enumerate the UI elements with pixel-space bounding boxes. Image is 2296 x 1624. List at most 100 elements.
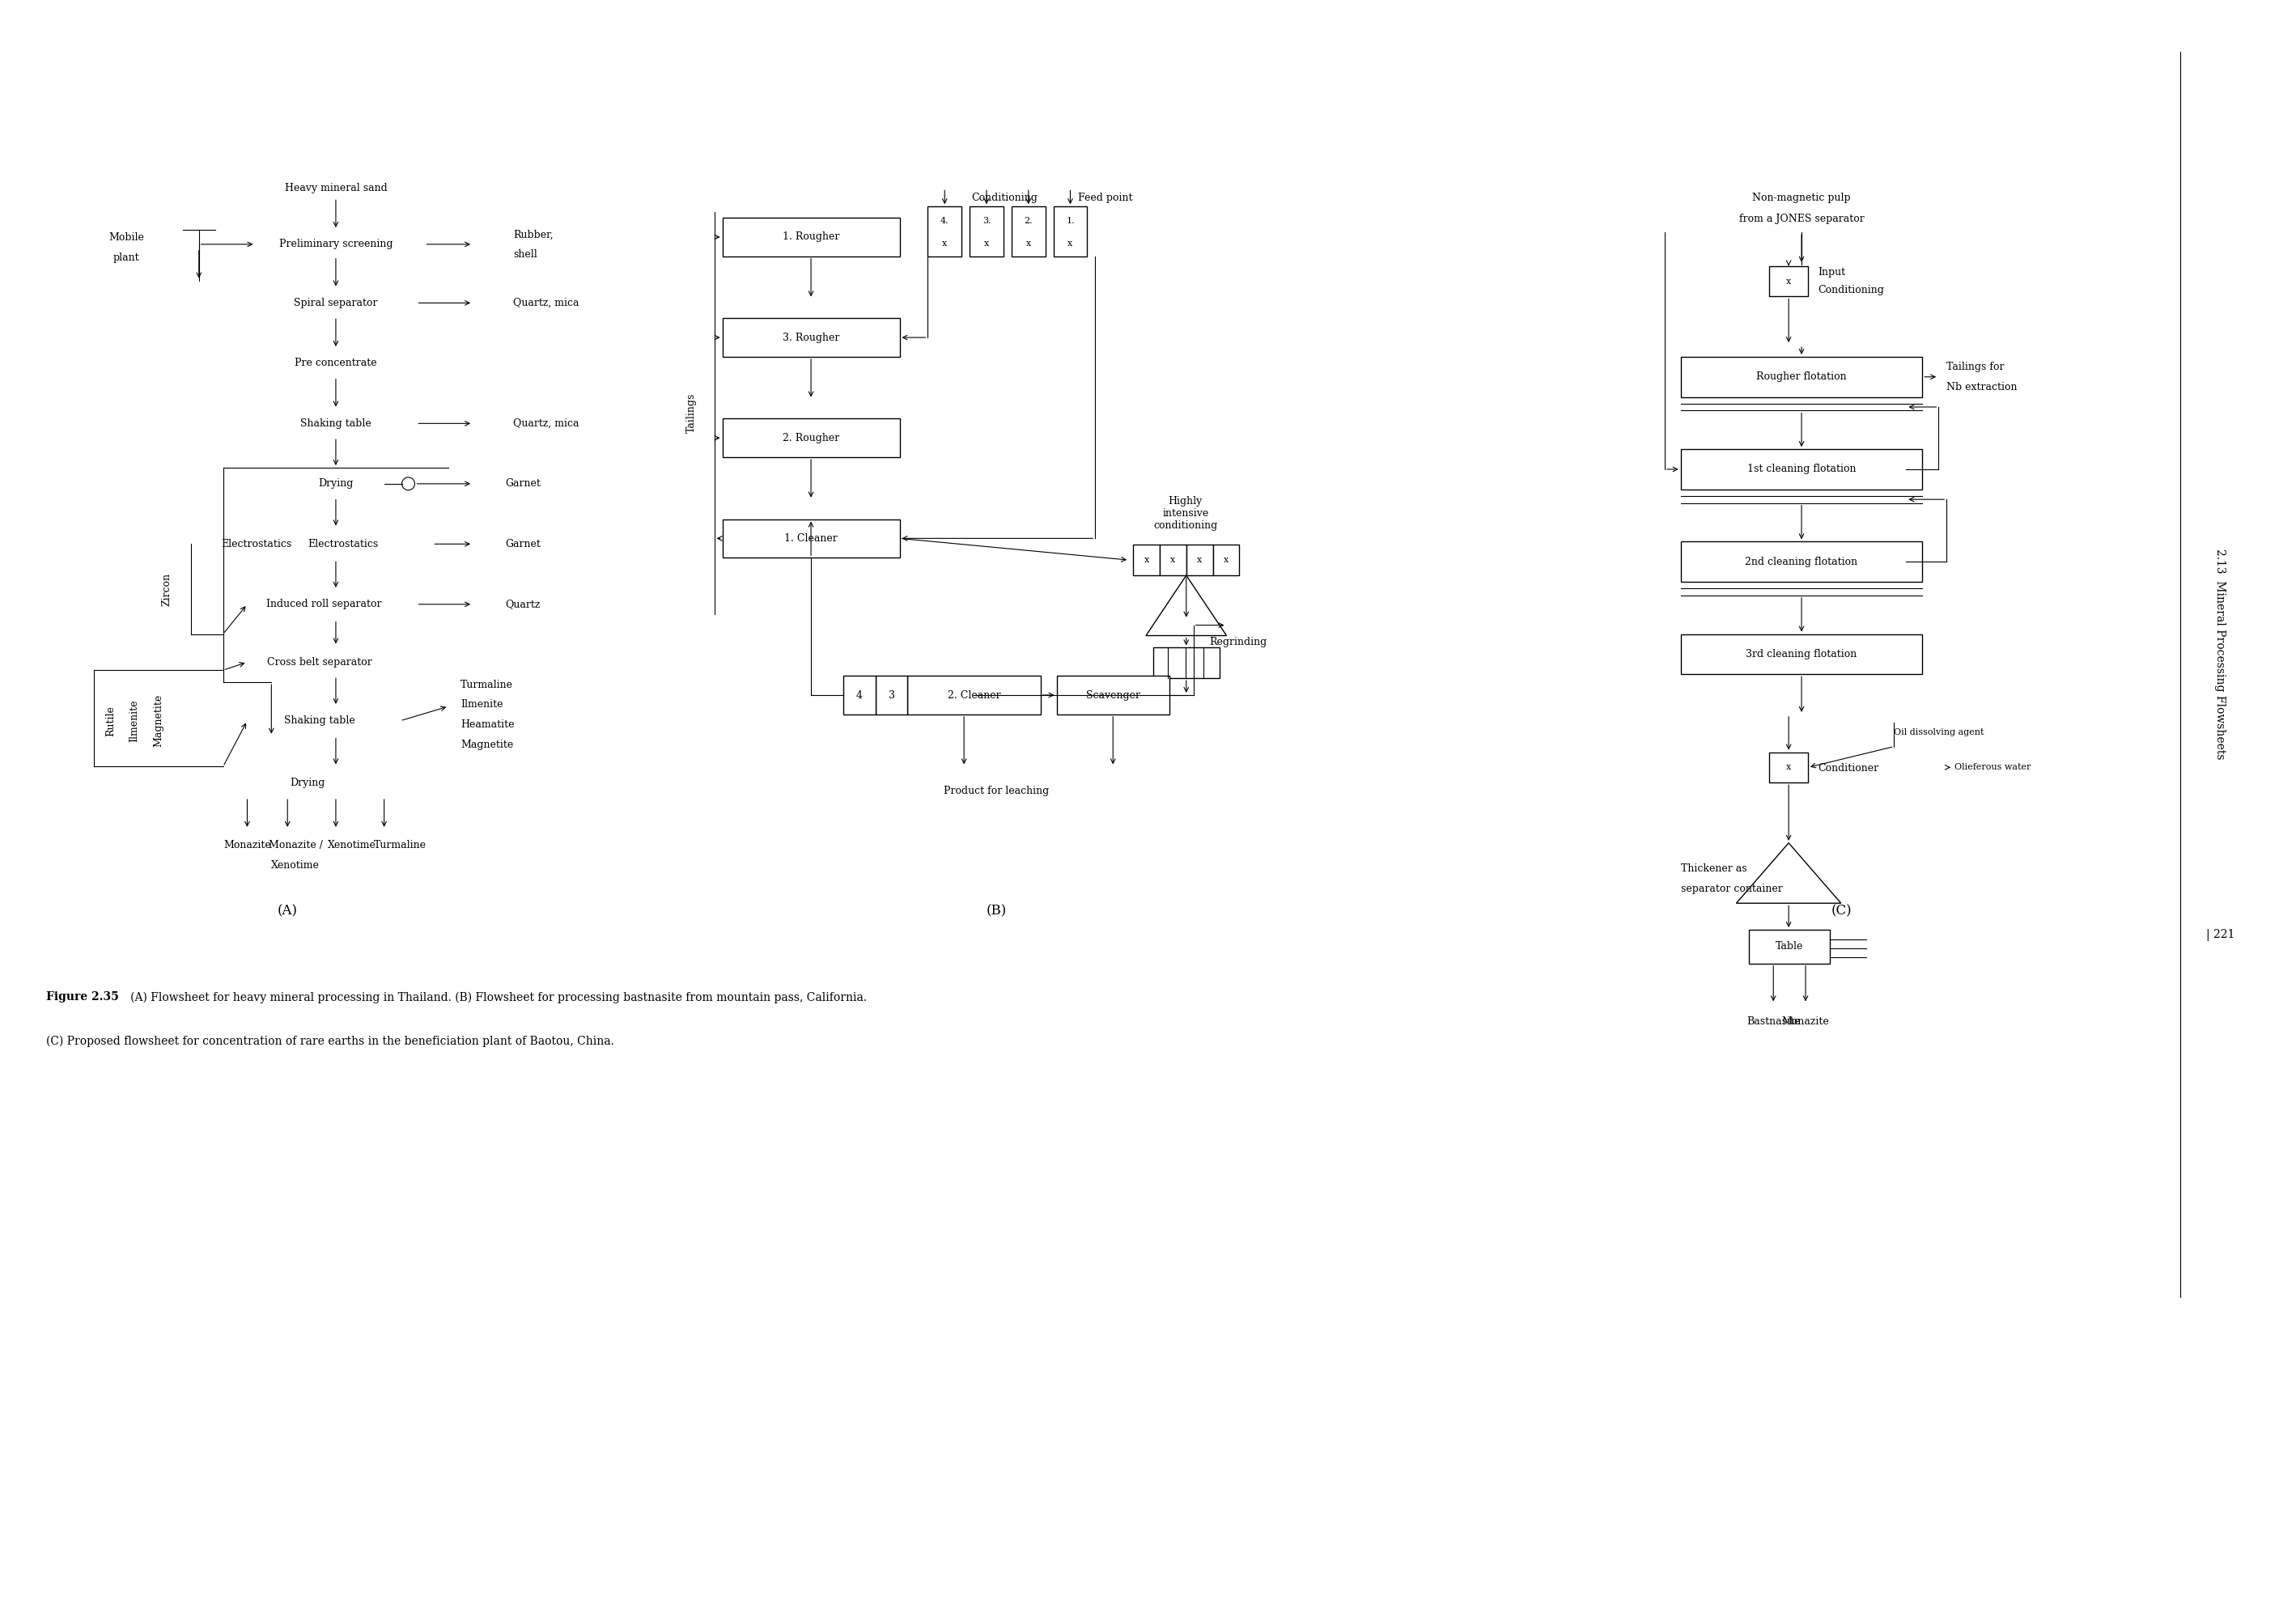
Text: Preliminary screening: Preliminary screening (278, 239, 393, 250)
Text: Drying: Drying (319, 479, 354, 489)
Text: Spiral separator: Spiral separator (294, 297, 379, 309)
Bar (875, 676, 907, 715)
Text: Monazite /: Monazite / (269, 840, 324, 851)
Text: Oil dissolving agent: Oil dissolving agent (1894, 728, 1984, 736)
Text: (A): (A) (278, 905, 298, 918)
Text: Rougher flotation: Rougher flotation (1756, 372, 1846, 382)
Text: Turmaline: Turmaline (374, 840, 427, 851)
Text: Induced roll separator: Induced roll separator (266, 599, 381, 609)
Bar (723, 218, 900, 257)
Bar (928, 206, 962, 257)
Text: x: x (1068, 239, 1072, 247)
Text: Regrinding: Regrinding (1210, 637, 1267, 648)
Text: Highly
intensive
conditioning: Highly intensive conditioning (1153, 495, 1217, 531)
Text: 1. Rougher: 1. Rougher (783, 232, 840, 242)
Text: 3.: 3. (983, 218, 992, 226)
Text: Feed point: Feed point (1077, 192, 1132, 203)
Text: 3rd cleaning flotation: 3rd cleaning flotation (1745, 650, 1857, 659)
Bar (723, 318, 900, 357)
Text: 4: 4 (856, 690, 863, 700)
Text: x: x (1224, 555, 1228, 564)
Text: Garnet: Garnet (505, 479, 540, 489)
Text: 2. Cleaner: 2. Cleaner (948, 690, 1001, 700)
Bar (723, 520, 900, 557)
Text: 2.: 2. (1024, 218, 1033, 226)
Text: x: x (1786, 763, 1791, 771)
Bar (1681, 633, 1922, 674)
Text: 2nd cleaning flotation: 2nd cleaning flotation (1745, 557, 1857, 567)
Text: Input: Input (1818, 266, 1846, 278)
Text: x: x (1196, 555, 1203, 564)
Text: Conditioning: Conditioning (1818, 284, 1885, 296)
Text: Heavy mineral sand: Heavy mineral sand (285, 184, 388, 193)
Bar (969, 206, 1003, 257)
Text: Non-magnetic pulp: Non-magnetic pulp (1752, 192, 1851, 203)
Text: x: x (1171, 555, 1176, 564)
Text: plant: plant (113, 253, 140, 263)
Bar (723, 419, 900, 458)
Circle shape (402, 477, 416, 490)
Bar (1159, 544, 1187, 575)
Text: Quartz: Quartz (505, 599, 540, 609)
Text: Scavenger: Scavenger (1086, 690, 1141, 700)
Bar (1681, 541, 1922, 581)
Bar (1770, 266, 1807, 297)
Bar (907, 676, 1040, 715)
Bar (1134, 544, 1159, 575)
Polygon shape (1736, 843, 1841, 903)
Text: x: x (1026, 239, 1031, 247)
Text: Bastnasite: Bastnasite (1747, 1017, 1800, 1026)
Bar (1750, 929, 1830, 963)
Text: Rubber,: Rubber, (512, 229, 553, 240)
Text: Garnet: Garnet (505, 539, 540, 549)
Bar (1770, 752, 1807, 783)
Text: Electrostatics: Electrostatics (220, 539, 292, 549)
Text: Product for leaching: Product for leaching (944, 786, 1049, 796)
Bar (1056, 676, 1169, 715)
Text: 2. Rougher: 2. Rougher (783, 432, 840, 443)
Text: from a JONES separator: from a JONES separator (1738, 213, 1864, 224)
Text: Electrostatics: Electrostatics (308, 539, 379, 549)
Text: 1. Cleaner: 1. Cleaner (785, 533, 838, 544)
Text: Rutile: Rutile (106, 705, 115, 736)
Text: shell: shell (512, 250, 537, 260)
Text: Turmaline: Turmaline (461, 679, 514, 690)
Text: 3. Rougher: 3. Rougher (783, 333, 840, 343)
Text: 1st cleaning flotation: 1st cleaning flotation (1747, 464, 1855, 474)
Text: Shaking table: Shaking table (301, 419, 372, 429)
Text: Mobile: Mobile (108, 232, 145, 244)
Text: Monazite: Monazite (1782, 1017, 1830, 1026)
Text: Tailings for: Tailings for (1947, 362, 2004, 372)
Polygon shape (1146, 575, 1226, 635)
Text: separator container: separator container (1681, 883, 1782, 893)
Text: Quartz, mica: Quartz, mica (512, 297, 579, 309)
Text: (C): (C) (1832, 905, 1853, 918)
Text: 3: 3 (889, 690, 895, 700)
Text: 1.: 1. (1065, 218, 1075, 226)
Text: Tailings: Tailings (687, 393, 698, 434)
Text: Table: Table (1775, 942, 1802, 952)
Text: Conditioning: Conditioning (971, 192, 1038, 203)
Text: Drying: Drying (289, 778, 326, 788)
Text: Olieferous water: Olieferous water (1954, 763, 2032, 771)
Bar (1054, 206, 1088, 257)
Text: Ilmenite: Ilmenite (129, 700, 140, 742)
Text: Nb extraction: Nb extraction (1947, 382, 2018, 393)
Text: Figure 2.35: Figure 2.35 (46, 992, 119, 1004)
Text: Pre concentrate: Pre concentrate (294, 357, 377, 369)
Text: x: x (1143, 555, 1148, 564)
Text: (B): (B) (985, 905, 1006, 918)
Text: Monazite: Monazite (223, 840, 271, 851)
Text: 2.13  Mineral Processing Flowsheets: 2.13 Mineral Processing Flowsheets (2216, 549, 2227, 760)
Text: Conditioner: Conditioner (1818, 763, 1878, 773)
Text: x: x (941, 239, 948, 247)
Text: (C) Proposed flowsheet for concentration of rare earths in the beneficiation pla: (C) Proposed flowsheet for concentration… (46, 1036, 613, 1047)
Text: Cross belt separator: Cross belt separator (266, 656, 372, 667)
Text: Magnetite: Magnetite (154, 695, 163, 747)
Bar (1187, 544, 1212, 575)
Bar (1681, 450, 1922, 489)
Bar (1212, 544, 1240, 575)
Text: Zircon: Zircon (161, 573, 172, 606)
Text: Ilmenite: Ilmenite (461, 700, 503, 710)
Text: Heamatite: Heamatite (461, 719, 514, 731)
